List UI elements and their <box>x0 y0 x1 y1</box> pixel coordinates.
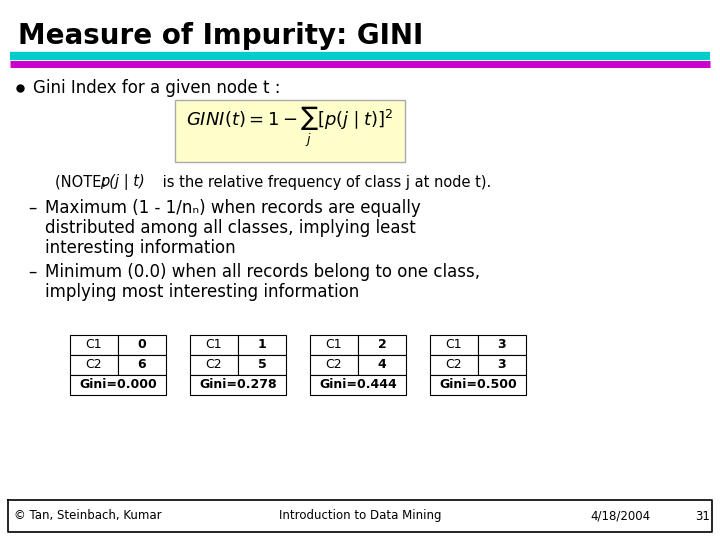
Bar <box>190 335 238 355</box>
Bar <box>310 355 358 375</box>
Bar <box>118 335 166 355</box>
Text: Gini=0.278: Gini=0.278 <box>199 379 276 392</box>
Bar <box>478 335 526 355</box>
Bar <box>358 335 406 355</box>
Bar <box>358 355 406 375</box>
Text: Minimum (0.0) when all records belong to one class,: Minimum (0.0) when all records belong to… <box>45 263 480 281</box>
Text: is the relative frequency of class j at node t).: is the relative frequency of class j at … <box>158 174 491 190</box>
Text: 3: 3 <box>498 339 506 352</box>
Text: $\mathit{GINI}(t) = 1 - \sum_{j}[p(j \mid t)]^{2}$: $\mathit{GINI}(t) = 1 - \sum_{j}[p(j \mi… <box>186 105 394 149</box>
Text: C1: C1 <box>206 339 222 352</box>
Bar <box>430 355 478 375</box>
Text: Measure of Impurity: GINI: Measure of Impurity: GINI <box>18 22 423 50</box>
Bar <box>310 335 358 355</box>
Bar <box>310 375 406 395</box>
Text: Gini=0.500: Gini=0.500 <box>439 379 517 392</box>
Text: 1: 1 <box>258 339 266 352</box>
Text: implying most interesting information: implying most interesting information <box>45 283 359 301</box>
Bar <box>430 375 526 395</box>
Bar <box>70 355 118 375</box>
Bar <box>190 375 286 395</box>
Text: C2: C2 <box>206 359 222 372</box>
Text: Gini=0.444: Gini=0.444 <box>319 379 397 392</box>
Text: Gini Index for a given node t :: Gini Index for a given node t : <box>33 79 281 97</box>
Text: Gini=0.000: Gini=0.000 <box>79 379 157 392</box>
Text: C2: C2 <box>446 359 462 372</box>
Text: Introduction to Data Mining: Introduction to Data Mining <box>279 510 441 523</box>
Text: 4: 4 <box>377 359 387 372</box>
Text: 4/18/2004: 4/18/2004 <box>590 510 650 523</box>
Text: 0: 0 <box>138 339 146 352</box>
Text: C1: C1 <box>86 339 102 352</box>
Bar <box>70 335 118 355</box>
Bar <box>238 355 286 375</box>
Text: –: – <box>28 263 37 281</box>
Text: p(j | t): p(j | t) <box>100 174 145 190</box>
Text: C2: C2 <box>325 359 342 372</box>
Text: distributed among all classes, implying least: distributed among all classes, implying … <box>45 219 415 237</box>
Bar <box>118 355 166 375</box>
Text: 31: 31 <box>695 510 710 523</box>
Text: © Tan, Steinbach, Kumar: © Tan, Steinbach, Kumar <box>14 510 161 523</box>
Bar <box>70 375 166 395</box>
Text: Maximum (1 - 1/nₙ) when records are equally: Maximum (1 - 1/nₙ) when records are equa… <box>45 199 420 217</box>
Bar <box>430 335 478 355</box>
Text: interesting information: interesting information <box>45 239 235 257</box>
Text: –: – <box>28 199 37 217</box>
Bar <box>478 355 526 375</box>
Bar <box>238 335 286 355</box>
FancyBboxPatch shape <box>175 100 405 162</box>
Bar <box>8 500 712 532</box>
Text: (NOTE:: (NOTE: <box>55 174 111 190</box>
Text: 2: 2 <box>377 339 387 352</box>
Text: 3: 3 <box>498 359 506 372</box>
Text: C1: C1 <box>325 339 342 352</box>
Text: 5: 5 <box>258 359 266 372</box>
Text: C2: C2 <box>86 359 102 372</box>
Text: C1: C1 <box>446 339 462 352</box>
Bar <box>190 355 238 375</box>
Text: 6: 6 <box>138 359 146 372</box>
